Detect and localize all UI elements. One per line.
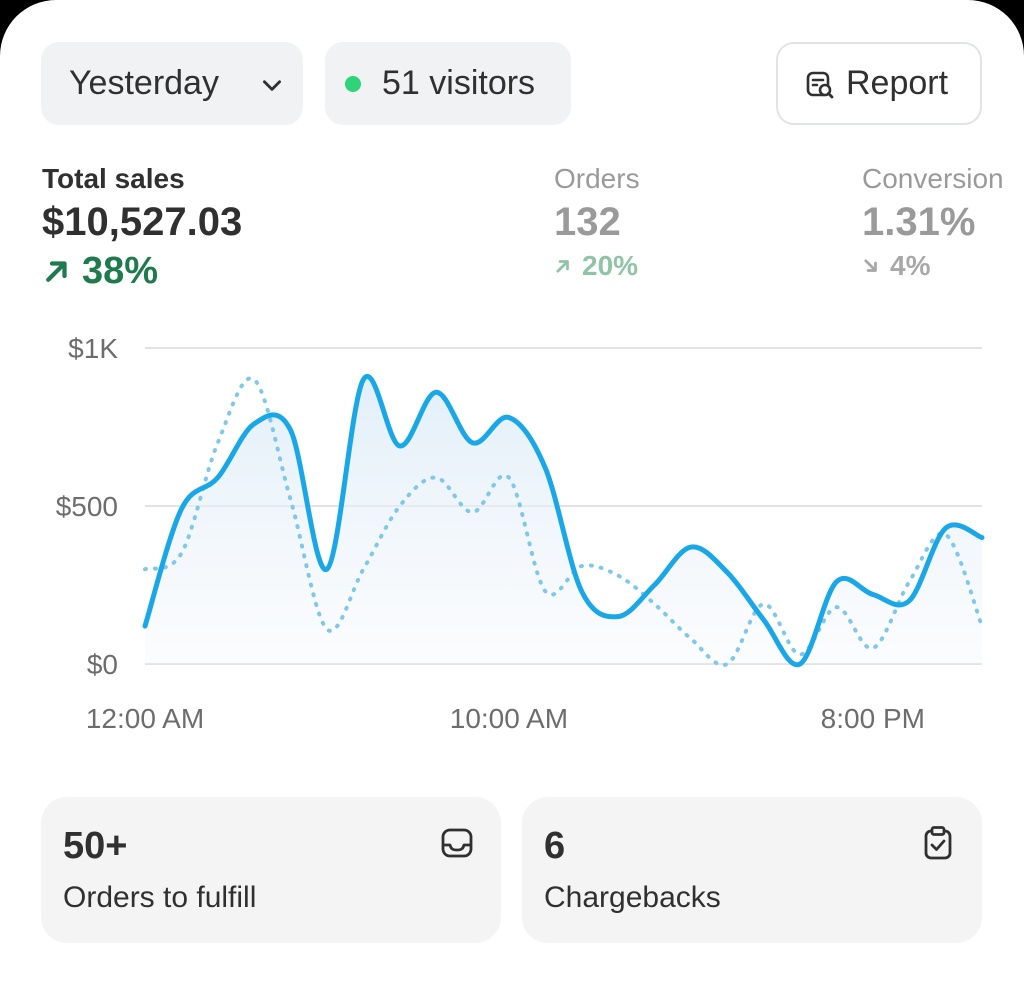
metric-orders[interactable]: Orders 132 20% bbox=[554, 162, 640, 284]
metric-change: 38% bbox=[42, 248, 242, 294]
date-filter-dropdown[interactable]: Yesterday bbox=[41, 42, 303, 125]
live-dot-icon bbox=[345, 76, 361, 92]
metric-label: Conversion bbox=[862, 163, 1004, 194]
metric-label: Total sales bbox=[42, 163, 185, 194]
report-label: Report bbox=[846, 64, 949, 102]
y-tick-label: $1K bbox=[68, 333, 118, 364]
report-search-icon bbox=[806, 71, 834, 99]
metric-change: 4% bbox=[862, 248, 1004, 284]
arrow-up-right-icon bbox=[46, 261, 67, 282]
sales-line-chart[interactable]: $1K $500 $0 12:00 AM 10:00 AM 8:00 PM bbox=[0, 320, 1024, 750]
inbox-icon bbox=[441, 828, 473, 858]
metric-value: 1.31% bbox=[862, 200, 976, 244]
metric-change-value: 20% bbox=[582, 250, 639, 281]
arrow-up-right-icon bbox=[556, 260, 569, 273]
series-area-fill bbox=[145, 376, 982, 665]
x-tick-label: 8:00 PM bbox=[821, 703, 925, 734]
tile-caption: Chargebacks bbox=[544, 881, 721, 914]
series-current-line bbox=[142, 374, 985, 668]
tile-value: 50+ bbox=[63, 825, 128, 867]
metric-total-sales[interactable]: Total sales $10,527.03 38% bbox=[42, 162, 242, 294]
y-tick-label: $500 bbox=[56, 491, 118, 522]
metric-change-value: 4% bbox=[890, 250, 931, 281]
date-filter-label: Yesterday bbox=[69, 64, 219, 102]
chargebacks-tile[interactable]: 6 Chargebacks bbox=[522, 797, 982, 943]
tile-caption: Orders to fulfill bbox=[63, 881, 257, 914]
metric-change-value: 38% bbox=[82, 250, 159, 292]
orders-to-fulfill-tile[interactable]: 50+ Orders to fulfill bbox=[41, 797, 501, 943]
metric-conversion[interactable]: Conversion 1.31% 4% bbox=[862, 162, 1004, 284]
metric-label: Orders bbox=[554, 163, 640, 194]
x-tick-label: 12:00 AM bbox=[86, 703, 204, 734]
arrow-down-right-icon bbox=[864, 259, 877, 272]
chevron-down-icon bbox=[263, 80, 281, 91]
metric-value: $10,527.03 bbox=[42, 200, 243, 244]
report-button[interactable]: Report bbox=[776, 42, 982, 125]
visitors-label: 51 visitors bbox=[382, 64, 536, 102]
live-visitors-pill[interactable]: 51 visitors bbox=[325, 42, 571, 125]
series-previous-line bbox=[143, 376, 984, 667]
clipboard-check-icon bbox=[924, 826, 952, 860]
metric-value: 132 bbox=[554, 200, 621, 244]
y-tick-label: $0 bbox=[87, 649, 118, 680]
x-tick-label: 10:00 AM bbox=[450, 703, 568, 734]
metric-change: 20% bbox=[554, 248, 640, 284]
tile-value: 6 bbox=[544, 825, 566, 867]
